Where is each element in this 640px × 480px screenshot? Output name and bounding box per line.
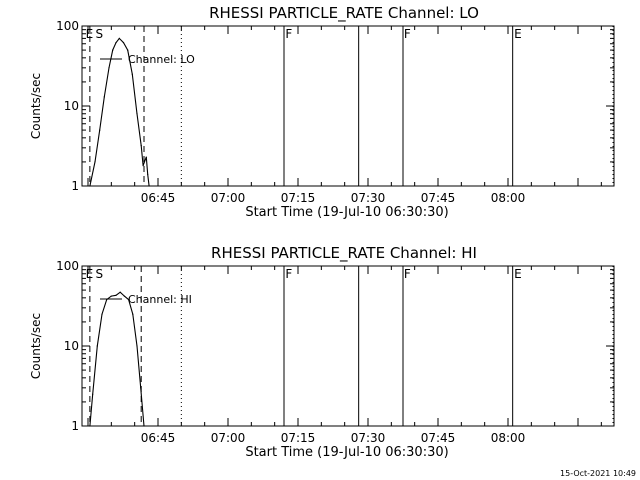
plot-frame	[81, 265, 615, 427]
flag-label: F	[404, 267, 411, 281]
flag-label: E	[86, 267, 94, 281]
data-point	[122, 42, 125, 44]
data-point	[147, 173, 149, 175]
x-tick-label: 07:00	[211, 431, 246, 445]
legend-label: Channel: LO	[128, 53, 195, 66]
legend-label: Channel: HI	[128, 293, 192, 306]
x-tick-label: 07:30	[351, 431, 386, 445]
data-point	[143, 425, 145, 427]
data-point	[119, 291, 121, 293]
flag-label: F	[404, 27, 411, 41]
data-point	[94, 161, 96, 163]
y-tick-label: 10	[64, 339, 79, 353]
y-tick-label: 1	[71, 419, 79, 433]
y-axis-label: Counts/sec	[29, 313, 43, 379]
panel-lo: RHESSI PARTICLE_RATE Channel: LO 1 10 100 Co…	[29, 4, 615, 220]
data-point	[99, 129, 101, 131]
data-point	[145, 156, 147, 158]
y-tick-label: 100	[56, 259, 79, 273]
flag-label: E	[514, 267, 522, 281]
data-point	[115, 294, 117, 296]
x-tick-label: 07:00	[211, 191, 246, 205]
data-point	[110, 295, 112, 297]
data-point	[140, 145, 142, 147]
x-tick-label: 06:45	[141, 191, 176, 205]
flag-label: F	[285, 267, 292, 281]
data-point	[142, 165, 144, 167]
data-point	[131, 73, 133, 75]
data-point	[132, 313, 134, 315]
x-tick-label: 07:45	[421, 191, 456, 205]
data-point	[96, 345, 98, 347]
y-axis-label: Counts/sec	[29, 73, 43, 139]
data-point	[89, 185, 91, 187]
data-point	[103, 96, 105, 98]
series-line	[89, 291, 145, 427]
data-point	[101, 313, 103, 315]
data-point	[115, 42, 117, 44]
plot-frame	[81, 25, 615, 187]
x-tick-label: 07:15	[281, 431, 316, 445]
flag-label: S	[95, 267, 103, 281]
data-point	[136, 113, 138, 115]
x-tick-label: 08:00	[491, 431, 526, 445]
flag-label: E	[86, 27, 94, 41]
data-point	[118, 37, 120, 40]
y-tick-label: 10	[64, 99, 79, 113]
x-tick-label: 07:15	[281, 191, 316, 205]
data-point	[140, 387, 142, 389]
flag-label: F	[285, 27, 292, 41]
data-point	[89, 425, 91, 427]
chart-title: RHESSI PARTICLE_RATE Channel: HI	[211, 244, 477, 263]
data-point	[136, 345, 138, 347]
flag-label: E	[514, 27, 522, 41]
x-tick-label: 08:00	[491, 191, 526, 205]
x-tick-label: 07:45	[421, 431, 456, 445]
x-axis-label: Start Time (19-Jul-10 06:30:30)	[245, 445, 448, 460]
y-tick-label: 100	[56, 19, 79, 33]
x-tick-label: 07:30	[351, 191, 386, 205]
panel-hi: RHESSI PARTICLE_RATE Channel: HI 1 10 100 Co…	[29, 244, 615, 460]
chart-title: RHESSI PARTICLE_RATE Channel: LO	[209, 4, 479, 23]
data-point	[112, 49, 114, 51]
x-axis-label: Start Time (19-Jul-10 06:30:30)	[245, 205, 448, 220]
data-point	[128, 299, 130, 301]
y-tick-label: 1	[71, 179, 79, 193]
footer-timestamp: 15-Oct-2021 10:49	[560, 469, 636, 478]
flag-label: S	[95, 27, 103, 41]
data-point	[92, 393, 94, 395]
data-point	[123, 295, 125, 297]
x-tick-label: 06:45	[141, 431, 176, 445]
data-point	[108, 67, 110, 69]
data-point	[127, 49, 129, 51]
data-point	[148, 185, 150, 187]
